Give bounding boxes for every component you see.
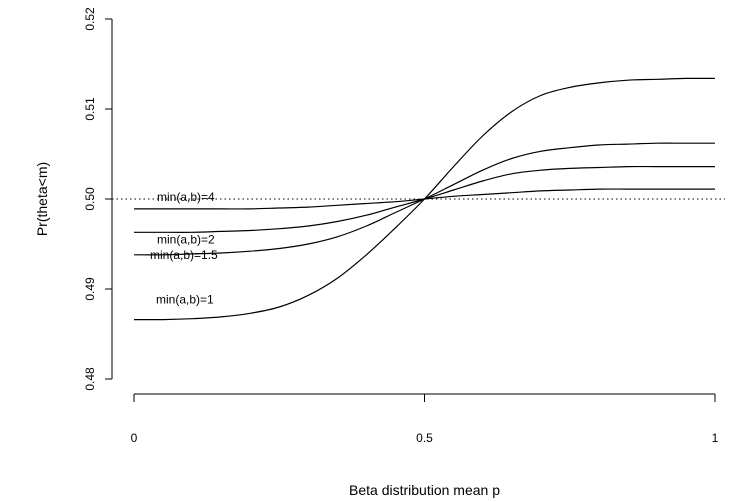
series-labels: min(a,b)=4 min(a,b)=2 min(a,b)=1.5 min(a,b)… bbox=[150, 190, 218, 307]
y-tick-label: 0.51 bbox=[83, 97, 97, 121]
y-tick-label: 0.48 bbox=[83, 367, 97, 391]
series-label: min(a,b)=1 bbox=[156, 293, 214, 307]
x-tick-label: 0.5 bbox=[416, 431, 433, 445]
y-tick-label: 0.50 bbox=[83, 187, 97, 211]
x-axis-title: Beta distribution mean p bbox=[349, 482, 500, 498]
y-ticks: 0.48 0.49 0.50 0.51 0.52 bbox=[83, 7, 112, 391]
x-axis: 0 0.5 1 bbox=[131, 393, 719, 445]
series-label: min(a,b)=1.5 bbox=[150, 248, 218, 262]
series-lines bbox=[133, 77, 716, 321]
y-tick-label: 0.49 bbox=[83, 277, 97, 301]
series-line bbox=[133, 77, 716, 321]
series-label: min(a,b)=4 bbox=[157, 190, 215, 204]
x-tick-label: 1 bbox=[712, 431, 719, 445]
y-axis-title: Pr(theta<m) bbox=[34, 162, 50, 236]
x-tick-label: 0 bbox=[131, 431, 138, 445]
y-tick-label: 0.52 bbox=[83, 7, 97, 31]
x-ticks: 0 0.5 1 bbox=[131, 394, 719, 445]
y-axis: 0.48 0.49 0.50 0.51 0.52 bbox=[83, 7, 113, 391]
series-label: min(a,b)=2 bbox=[157, 232, 215, 246]
